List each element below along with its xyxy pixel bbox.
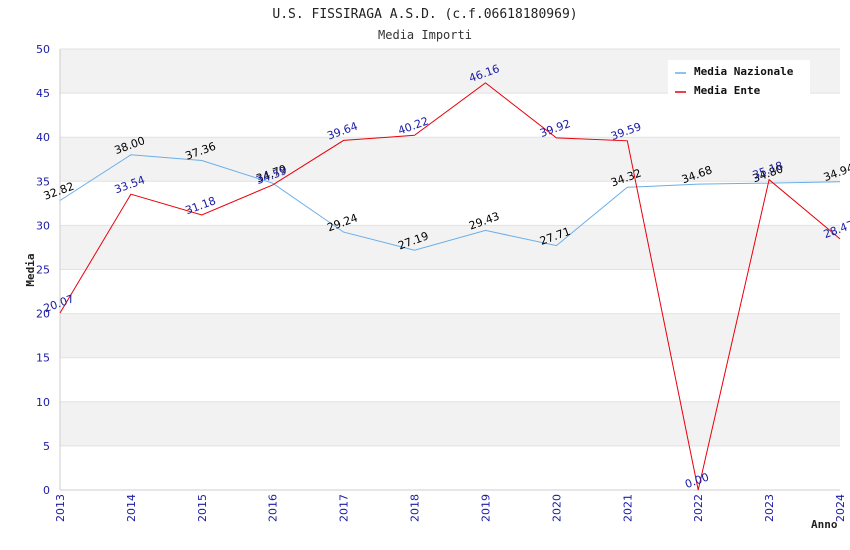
x-tick-label: 2015 [196,494,209,522]
y-tick-label: 45 [36,87,50,100]
series-lines [59,82,841,491]
y-tick-label: 5 [43,440,50,453]
grid-band [60,269,840,314]
x-tick-label: 2023 [763,494,776,522]
y-tick-label: 10 [36,396,50,409]
y-tick-label: 40 [36,131,50,144]
x-axis-label: Anno [811,518,838,531]
x-tick-label: 2022 [692,494,705,522]
y-tick-labels: 0 5 10 15 20 25 30 35 40 45 50 [36,43,50,497]
series-line-media-nazionale [59,154,841,251]
grid-band [60,137,840,182]
x-tick-label: 2013 [54,494,67,522]
x-tick-label: 2021 [621,494,634,522]
x-tick-label: 2024 [834,494,847,522]
grid-band [60,181,840,226]
axes [59,49,840,491]
x-tick-label: 2014 [125,494,138,522]
grid-band [60,313,840,358]
y-tick-label: 20 [36,308,50,321]
x-tick-labels: 2013 2014 2015 2016 2017 2018 2019 2020 2021 2022… [54,494,847,522]
y-tick-label: 35 [36,175,50,188]
legend: Media Nazionale Media Ente [668,60,810,98]
legend-box [668,60,810,98]
grid-band [60,93,840,138]
y-tick-label: 30 [36,219,50,232]
x-tick-label: 2016 [267,494,280,522]
y-tick-label: 25 [36,264,50,277]
x-tick-label: 2020 [550,494,563,522]
x-tick-label: 2017 [338,494,351,522]
grid-bands [60,49,840,490]
x-tick-label: 2019 [479,494,492,522]
y-axis-label: Media [24,253,37,286]
chart-subtitle: Media Importi [378,28,472,42]
y-tick-label: 0 [43,484,50,497]
chart-title: U.S. FISSIRAGA A.S.D. (c.f.06618180969) [272,7,577,22]
grid-band [60,445,840,490]
y-tick-label: 50 [36,43,50,56]
y-tick-label: 15 [36,352,50,365]
grid-band [60,357,840,402]
series-line-media-ente [59,82,841,491]
grid-band [60,401,840,446]
grid-band [60,225,840,270]
x-tick-label: 2018 [409,494,422,522]
legend-label-media-nazionale: Media Nazionale [694,65,794,78]
legend-label-media-ente: Media Ente [694,84,761,97]
